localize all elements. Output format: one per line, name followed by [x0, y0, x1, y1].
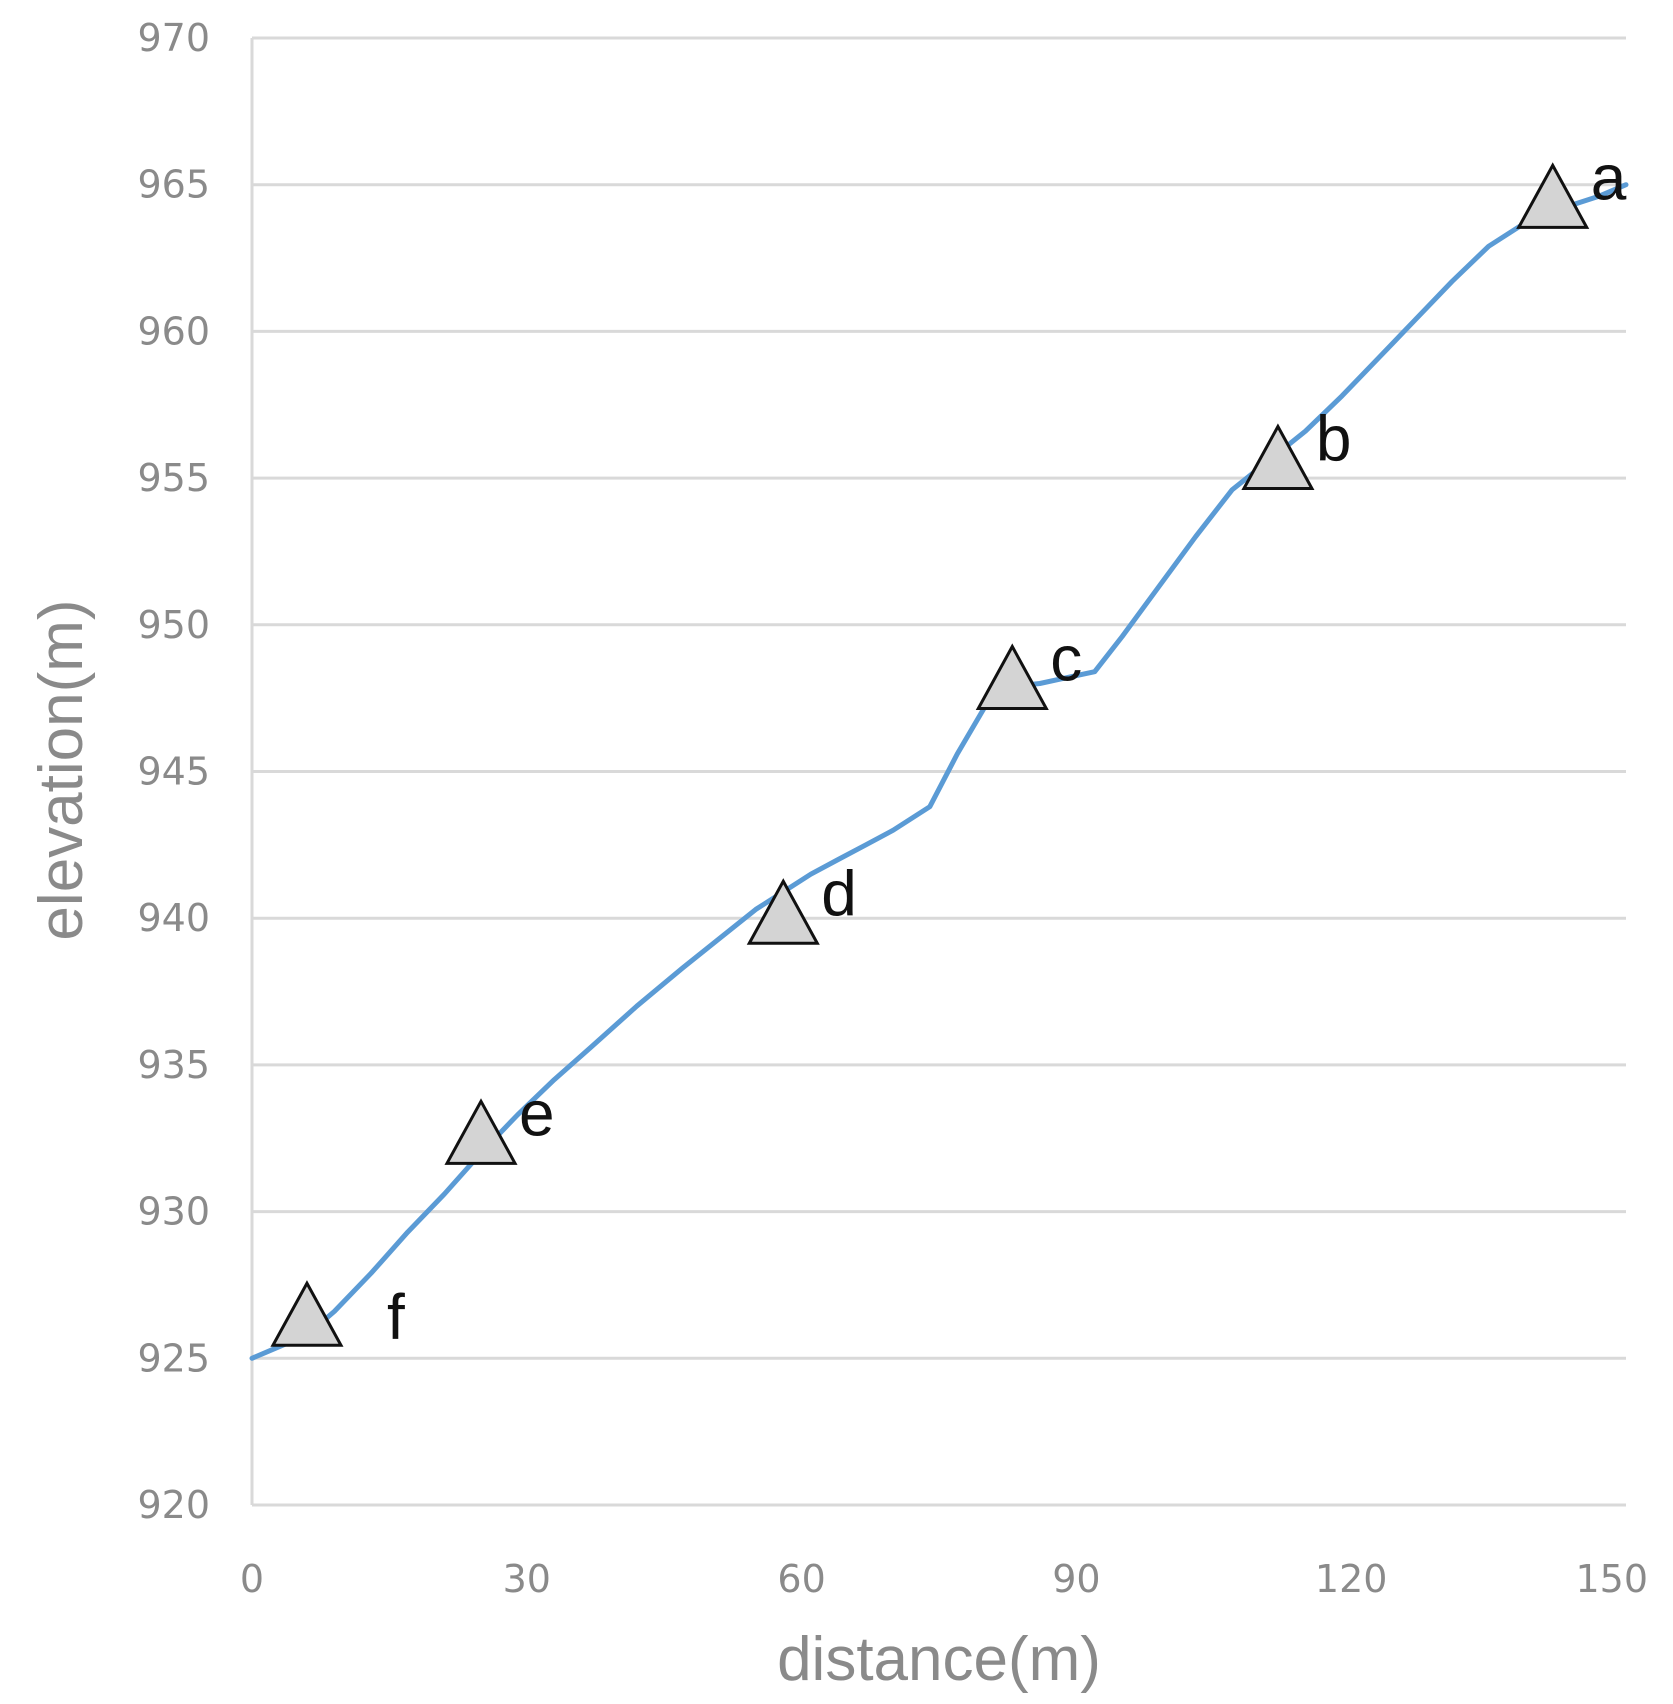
x-axis-title: distance(m)	[777, 1625, 1101, 1694]
x-tick-labels: 0 30 60 90 120 150	[240, 1557, 1648, 1601]
y-tick-label: 970	[137, 16, 210, 60]
x-tick-label: 90	[1052, 1557, 1100, 1601]
gridlines	[252, 36, 1626, 1507]
x-tick-label: 60	[777, 1557, 825, 1601]
y-tick-label: 960	[137, 309, 210, 353]
y-tick-label: 925	[137, 1336, 210, 1380]
x-tick-label: 150	[1575, 1557, 1648, 1601]
station-marker-c	[975, 643, 1049, 711]
x-tick-label: 0	[240, 1557, 264, 1601]
station-label-f: f	[387, 1281, 405, 1353]
station-marker-b	[1241, 423, 1315, 490]
station-marker-a	[1516, 162, 1590, 229]
station-marker-e	[444, 1098, 518, 1165]
station-markers	[270, 162, 1590, 1347]
x-tick-label: 30	[503, 1557, 551, 1601]
y-tick-label: 930	[137, 1190, 210, 1234]
y-tick-label: 965	[137, 163, 210, 207]
station-labels: a b c d e f	[387, 141, 1627, 1353]
y-tick-label: 935	[137, 1043, 210, 1087]
y-tick-label: 950	[137, 603, 210, 647]
station-label-a: a	[1591, 141, 1627, 213]
station-label-d: d	[821, 857, 857, 929]
y-tick-label: 955	[137, 456, 210, 500]
y-tick-label: 945	[137, 750, 210, 794]
station-label-b: b	[1316, 402, 1352, 474]
station-label-c: c	[1050, 623, 1082, 695]
station-marker-d	[746, 878, 820, 945]
station-marker-f	[270, 1280, 344, 1347]
y-tick-label: 920	[137, 1483, 210, 1527]
station-label-e: e	[519, 1077, 555, 1149]
y-tick-labels: 920 925 930 935 940 945 950 955 960 965 970	[137, 16, 210, 1527]
y-tick-label: 940	[137, 896, 210, 940]
y-axis-title: elevation(m)	[27, 599, 96, 940]
x-tick-label: 120	[1315, 1557, 1388, 1601]
